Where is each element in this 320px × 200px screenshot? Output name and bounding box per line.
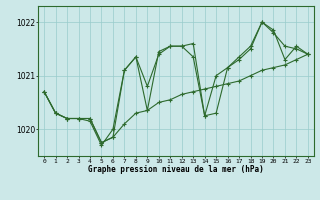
X-axis label: Graphe pression niveau de la mer (hPa): Graphe pression niveau de la mer (hPa) <box>88 165 264 174</box>
